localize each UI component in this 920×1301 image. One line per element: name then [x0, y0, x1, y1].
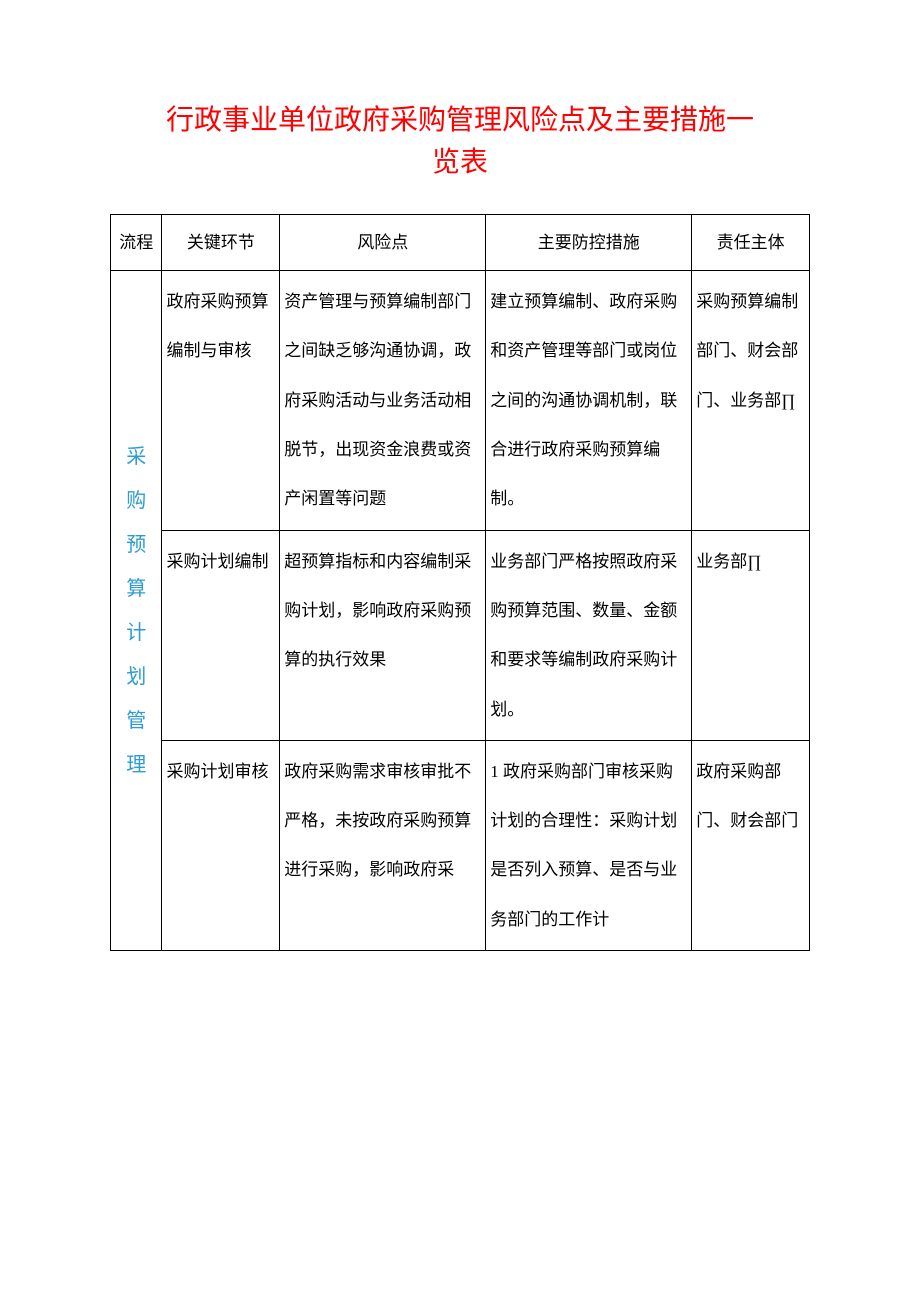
step-cell: 采购计划审核	[162, 740, 280, 950]
entity-cell: 政府采购部门、财会部门	[692, 740, 810, 950]
title-line-1: 行政事业单位政府采购管理风险点及主要措施一	[166, 105, 754, 136]
table-row: 采购计划编制 超预算指标和内容编制采购计划，影响政府采购预算的执行效果 业务部门…	[111, 530, 810, 740]
table-row: 采购预算计划管理 政府采购预算编制与审核 资产管理与预算编制部门之间缺乏够沟通协…	[111, 271, 810, 530]
title-line-2: 览表	[432, 147, 488, 178]
table-header-row: 流程 关键环节 风险点 主要防控措施 责任主体	[111, 215, 810, 271]
table-row: 采购计划审核 政府采购需求审核审批不严格，未按政府采购预算进行采购，影响政府采 …	[111, 740, 810, 950]
measure-cell: 1 政府采购部门审核采购计划的合理性：采购计划是否列入预算、是否与业务部门的工作…	[486, 740, 692, 950]
header-measure: 主要防控措施	[486, 215, 692, 271]
risk-cell: 超预算指标和内容编制采购计划，影响政府采购预算的执行效果	[280, 530, 486, 740]
risk-table: 流程 关键环节 风险点 主要防控措施 责任主体 采购预算计划管理 政府采购预算编…	[110, 214, 810, 951]
document-title: 行政事业单位政府采购管理风险点及主要措施一 览表	[110, 100, 810, 184]
header-entity: 责任主体	[692, 215, 810, 271]
header-risk: 风险点	[280, 215, 486, 271]
step-cell: 政府采购预算编制与审核	[162, 271, 280, 530]
entity-cell: 采购预算编制部门、财会部门、业务部∏	[692, 271, 810, 530]
measure-cell: 业务部门严格按照政府采购预算范围、数量、金额和要求等编制政府采购计划。	[486, 530, 692, 740]
entity-cell: 业务部∏	[692, 530, 810, 740]
risk-cell: 政府采购需求审核审批不严格，未按政府采购预算进行采购，影响政府采	[280, 740, 486, 950]
header-process: 流程	[111, 215, 162, 271]
step-cell: 采购计划编制	[162, 530, 280, 740]
risk-cell: 资产管理与预算编制部门之间缺乏够沟通协调，政府采购活动与业务活动相脱节，出现资金…	[280, 271, 486, 530]
process-category: 采购预算计划管理	[111, 271, 162, 951]
measure-cell: 建立预算编制、政府采购和资产管理等部门或岗位之间的沟通协调机制，联合进行政府采购…	[486, 271, 692, 530]
header-step: 关键环节	[162, 215, 280, 271]
